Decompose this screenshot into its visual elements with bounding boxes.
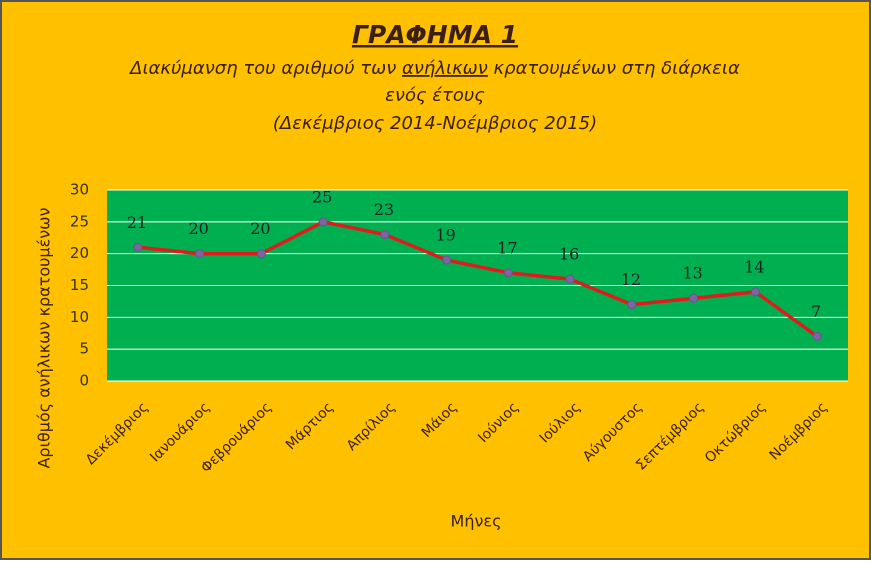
- marker: [812, 331, 822, 341]
- data-label: 12: [621, 270, 641, 289]
- y-axis-title: Αριθμός ανήλικων κρατουμένων: [35, 207, 54, 468]
- marker: [256, 249, 266, 259]
- data-label: 19: [435, 226, 455, 245]
- marker: [503, 268, 513, 278]
- y-tick-label: 15: [70, 276, 89, 294]
- y-tick-label: 0: [79, 372, 89, 390]
- data-label: 7: [811, 302, 821, 321]
- chart-title: ΓΡΑΦΗΜΑ 1: [352, 20, 518, 49]
- subtitle-part: Διακύμανση του αριθμού των: [128, 58, 402, 79]
- y-tick-label: 25: [70, 212, 89, 230]
- x-axis-title: Μήνες: [451, 512, 502, 531]
- marker: [565, 274, 575, 284]
- data-label: 13: [682, 264, 702, 283]
- y-tick-label: 20: [70, 244, 89, 262]
- marker: [750, 287, 760, 297]
- subtitle-part: κρατουμένων στη διάρκεια: [488, 58, 740, 79]
- data-label: 16: [559, 245, 579, 264]
- marker: [627, 300, 637, 310]
- marker: [380, 230, 390, 240]
- data-label: 21: [127, 213, 147, 232]
- marker: [195, 249, 205, 259]
- marker: [133, 242, 143, 252]
- marker: [442, 255, 452, 265]
- data-label: 20: [250, 219, 270, 238]
- data-label: 23: [374, 200, 394, 219]
- line: [137, 220, 819, 338]
- data-label: 14: [744, 257, 764, 276]
- marker: [689, 293, 699, 303]
- data-label: 20: [188, 219, 208, 238]
- subtitle-part: ανήλικων: [402, 58, 488, 79]
- marker: [318, 217, 328, 227]
- y-tick-label: 10: [70, 308, 89, 326]
- y-tick-label: 5: [79, 340, 89, 358]
- chart-subtitle: ενός έτους: [385, 85, 485, 106]
- chart-subtitle: (Δεκέμβριος 2014-Νοέμβριος 2015): [273, 113, 597, 134]
- data-label: 17: [497, 238, 517, 257]
- y-tick-label: 30: [70, 181, 89, 199]
- data-label: 25: [312, 187, 332, 206]
- chart-subtitle: Διακύμανση του αριθμού των ανήλικων κρατ…: [128, 58, 740, 79]
